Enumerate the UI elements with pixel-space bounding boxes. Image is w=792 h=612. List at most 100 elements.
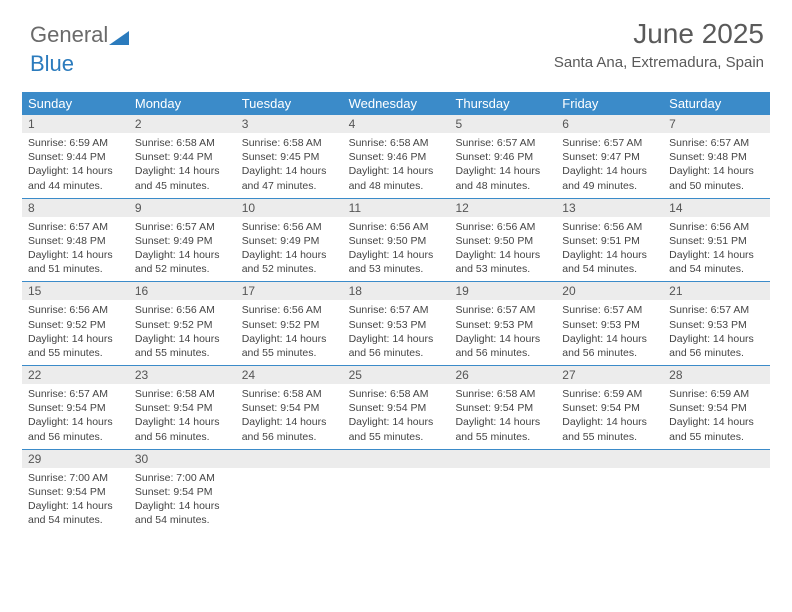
calendar-week: 22Sunrise: 6:57 AMSunset: 9:54 PMDayligh… xyxy=(22,366,770,450)
calendar-week: 15Sunrise: 6:56 AMSunset: 9:52 PMDayligh… xyxy=(22,282,770,366)
calendar-cell: 15Sunrise: 6:56 AMSunset: 9:52 PMDayligh… xyxy=(22,282,129,365)
day-details: Sunrise: 6:58 AMSunset: 9:46 PMDaylight:… xyxy=(343,133,450,198)
calendar-week: 8Sunrise: 6:57 AMSunset: 9:48 PMDaylight… xyxy=(22,199,770,283)
daylight-text: Daylight: 14 hours and 54 minutes. xyxy=(562,248,657,276)
dayhead-monday: Monday xyxy=(129,92,236,115)
sunrise-text: Sunrise: 6:58 AM xyxy=(349,136,444,150)
day-details: Sunrise: 6:57 AMSunset: 9:49 PMDaylight:… xyxy=(129,217,236,282)
day-details: Sunrise: 6:57 AMSunset: 9:48 PMDaylight:… xyxy=(22,217,129,282)
sunset-text: Sunset: 9:54 PM xyxy=(135,401,230,415)
day-details: Sunrise: 6:56 AMSunset: 9:50 PMDaylight:… xyxy=(343,217,450,282)
daylight-text: Daylight: 14 hours and 56 minutes. xyxy=(562,332,657,360)
sunset-text: Sunset: 9:54 PM xyxy=(135,485,230,499)
sunset-text: Sunset: 9:54 PM xyxy=(28,401,123,415)
calendar-header-row: Sunday Monday Tuesday Wednesday Thursday… xyxy=(22,92,770,115)
sunrise-text: Sunrise: 6:57 AM xyxy=(455,136,550,150)
brand-logo: General Blue xyxy=(30,22,129,77)
calendar-cell: 22Sunrise: 6:57 AMSunset: 9:54 PMDayligh… xyxy=(22,366,129,449)
sunset-text: Sunset: 9:53 PM xyxy=(349,318,444,332)
day-details: Sunrise: 6:56 AMSunset: 9:50 PMDaylight:… xyxy=(449,217,556,282)
day-number: 11 xyxy=(343,199,450,217)
day-number: 14 xyxy=(663,199,770,217)
calendar-cell: 3Sunrise: 6:58 AMSunset: 9:45 PMDaylight… xyxy=(236,115,343,198)
day-number xyxy=(343,450,450,468)
calendar-cell: 10Sunrise: 6:56 AMSunset: 9:49 PMDayligh… xyxy=(236,199,343,282)
daylight-text: Daylight: 14 hours and 51 minutes. xyxy=(28,248,123,276)
dayhead-friday: Friday xyxy=(556,92,663,115)
sunset-text: Sunset: 9:52 PM xyxy=(135,318,230,332)
daylight-text: Daylight: 14 hours and 55 minutes. xyxy=(135,332,230,360)
day-number: 2 xyxy=(129,115,236,133)
day-number: 1 xyxy=(22,115,129,133)
daylight-text: Daylight: 14 hours and 50 minutes. xyxy=(669,164,764,192)
sunset-text: Sunset: 9:54 PM xyxy=(455,401,550,415)
sunset-text: Sunset: 9:53 PM xyxy=(562,318,657,332)
day-details: Sunrise: 6:56 AMSunset: 9:52 PMDaylight:… xyxy=(129,300,236,365)
day-details: Sunrise: 6:59 AMSunset: 9:44 PMDaylight:… xyxy=(22,133,129,198)
day-number: 3 xyxy=(236,115,343,133)
day-details: Sunrise: 6:58 AMSunset: 9:54 PMDaylight:… xyxy=(129,384,236,449)
day-details: Sunrise: 7:00 AMSunset: 9:54 PMDaylight:… xyxy=(129,468,236,533)
daylight-text: Daylight: 14 hours and 55 minutes. xyxy=(28,332,123,360)
calendar-cell xyxy=(449,450,556,533)
calendar-cell: 2Sunrise: 6:58 AMSunset: 9:44 PMDaylight… xyxy=(129,115,236,198)
day-number: 21 xyxy=(663,282,770,300)
calendar-cell: 6Sunrise: 6:57 AMSunset: 9:47 PMDaylight… xyxy=(556,115,663,198)
calendar-cell: 1Sunrise: 6:59 AMSunset: 9:44 PMDaylight… xyxy=(22,115,129,198)
sunset-text: Sunset: 9:46 PM xyxy=(349,150,444,164)
day-number: 26 xyxy=(449,366,556,384)
daylight-text: Daylight: 14 hours and 49 minutes. xyxy=(562,164,657,192)
sunrise-text: Sunrise: 6:57 AM xyxy=(349,303,444,317)
sunset-text: Sunset: 9:49 PM xyxy=(242,234,337,248)
calendar-cell: 11Sunrise: 6:56 AMSunset: 9:50 PMDayligh… xyxy=(343,199,450,282)
sunset-text: Sunset: 9:51 PM xyxy=(562,234,657,248)
daylight-text: Daylight: 14 hours and 54 minutes. xyxy=(135,499,230,527)
daylight-text: Daylight: 14 hours and 48 minutes. xyxy=(349,164,444,192)
day-number: 9 xyxy=(129,199,236,217)
daylight-text: Daylight: 14 hours and 56 minutes. xyxy=(349,332,444,360)
sunrise-text: Sunrise: 7:00 AM xyxy=(135,471,230,485)
daylight-text: Daylight: 14 hours and 56 minutes. xyxy=(135,415,230,443)
sunset-text: Sunset: 9:51 PM xyxy=(669,234,764,248)
sunrise-text: Sunrise: 6:56 AM xyxy=(135,303,230,317)
day-number: 5 xyxy=(449,115,556,133)
day-details: Sunrise: 6:57 AMSunset: 9:53 PMDaylight:… xyxy=(449,300,556,365)
daylight-text: Daylight: 14 hours and 45 minutes. xyxy=(135,164,230,192)
dayhead-wednesday: Wednesday xyxy=(343,92,450,115)
calendar-cell: 9Sunrise: 6:57 AMSunset: 9:49 PMDaylight… xyxy=(129,199,236,282)
daylight-text: Daylight: 14 hours and 55 minutes. xyxy=(242,332,337,360)
daylight-text: Daylight: 14 hours and 56 minutes. xyxy=(242,415,337,443)
calendar-cell: 16Sunrise: 6:56 AMSunset: 9:52 PMDayligh… xyxy=(129,282,236,365)
calendar-cell: 7Sunrise: 6:57 AMSunset: 9:48 PMDaylight… xyxy=(663,115,770,198)
day-number: 20 xyxy=(556,282,663,300)
sunrise-text: Sunrise: 6:58 AM xyxy=(349,387,444,401)
day-details: Sunrise: 6:56 AMSunset: 9:51 PMDaylight:… xyxy=(556,217,663,282)
daylight-text: Daylight: 14 hours and 56 minutes. xyxy=(28,415,123,443)
sunset-text: Sunset: 9:54 PM xyxy=(28,485,123,499)
day-details: Sunrise: 6:57 AMSunset: 9:47 PMDaylight:… xyxy=(556,133,663,198)
sunrise-text: Sunrise: 6:57 AM xyxy=(562,303,657,317)
sunset-text: Sunset: 9:50 PM xyxy=(455,234,550,248)
sunset-text: Sunset: 9:47 PM xyxy=(562,150,657,164)
day-details: Sunrise: 6:56 AMSunset: 9:51 PMDaylight:… xyxy=(663,217,770,282)
daylight-text: Daylight: 14 hours and 55 minutes. xyxy=(669,415,764,443)
day-details: Sunrise: 6:57 AMSunset: 9:54 PMDaylight:… xyxy=(22,384,129,449)
sunrise-text: Sunrise: 6:57 AM xyxy=(562,136,657,150)
sunset-text: Sunset: 9:44 PM xyxy=(28,150,123,164)
daylight-text: Daylight: 14 hours and 56 minutes. xyxy=(669,332,764,360)
sunrise-text: Sunrise: 6:58 AM xyxy=(135,136,230,150)
sunrise-text: Sunrise: 6:57 AM xyxy=(28,387,123,401)
sunrise-text: Sunrise: 6:56 AM xyxy=(242,303,337,317)
daylight-text: Daylight: 14 hours and 47 minutes. xyxy=(242,164,337,192)
dayhead-saturday: Saturday xyxy=(663,92,770,115)
day-number: 22 xyxy=(22,366,129,384)
calendar-cell: 21Sunrise: 6:57 AMSunset: 9:53 PMDayligh… xyxy=(663,282,770,365)
calendar-cell: 4Sunrise: 6:58 AMSunset: 9:46 PMDaylight… xyxy=(343,115,450,198)
calendar-cell: 27Sunrise: 6:59 AMSunset: 9:54 PMDayligh… xyxy=(556,366,663,449)
day-number: 30 xyxy=(129,450,236,468)
day-number xyxy=(556,450,663,468)
sunrise-text: Sunrise: 6:59 AM xyxy=(562,387,657,401)
sunset-text: Sunset: 9:53 PM xyxy=(669,318,764,332)
calendar-cell: 19Sunrise: 6:57 AMSunset: 9:53 PMDayligh… xyxy=(449,282,556,365)
day-details: Sunrise: 6:59 AMSunset: 9:54 PMDaylight:… xyxy=(556,384,663,449)
